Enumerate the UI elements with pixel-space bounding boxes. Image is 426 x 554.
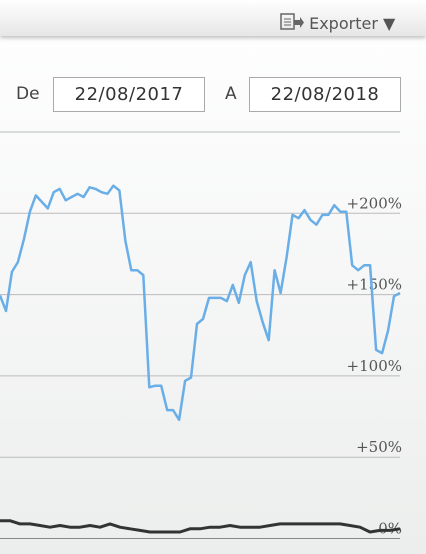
export-icon (280, 13, 304, 30)
y-tick-label: 0% (378, 520, 402, 538)
y-tick-label: +100% (347, 357, 402, 375)
series-line (0, 519, 401, 534)
y-tick-label: +150% (347, 276, 402, 294)
series-line (0, 184, 401, 422)
export-label: Exporter (309, 14, 378, 33)
y-tick-label: +50% (356, 438, 402, 456)
export-button[interactable]: Exporter ▼ (280, 9, 395, 33)
toolbar: Exporter ▼ (0, 0, 426, 36)
from-date-input[interactable]: 22/08/2017 (53, 77, 205, 112)
to-date-input[interactable]: 22/08/2018 (249, 77, 401, 112)
to-label: A (225, 84, 237, 104)
y-tick-label: +200% (347, 194, 402, 212)
from-label: De (16, 84, 40, 104)
